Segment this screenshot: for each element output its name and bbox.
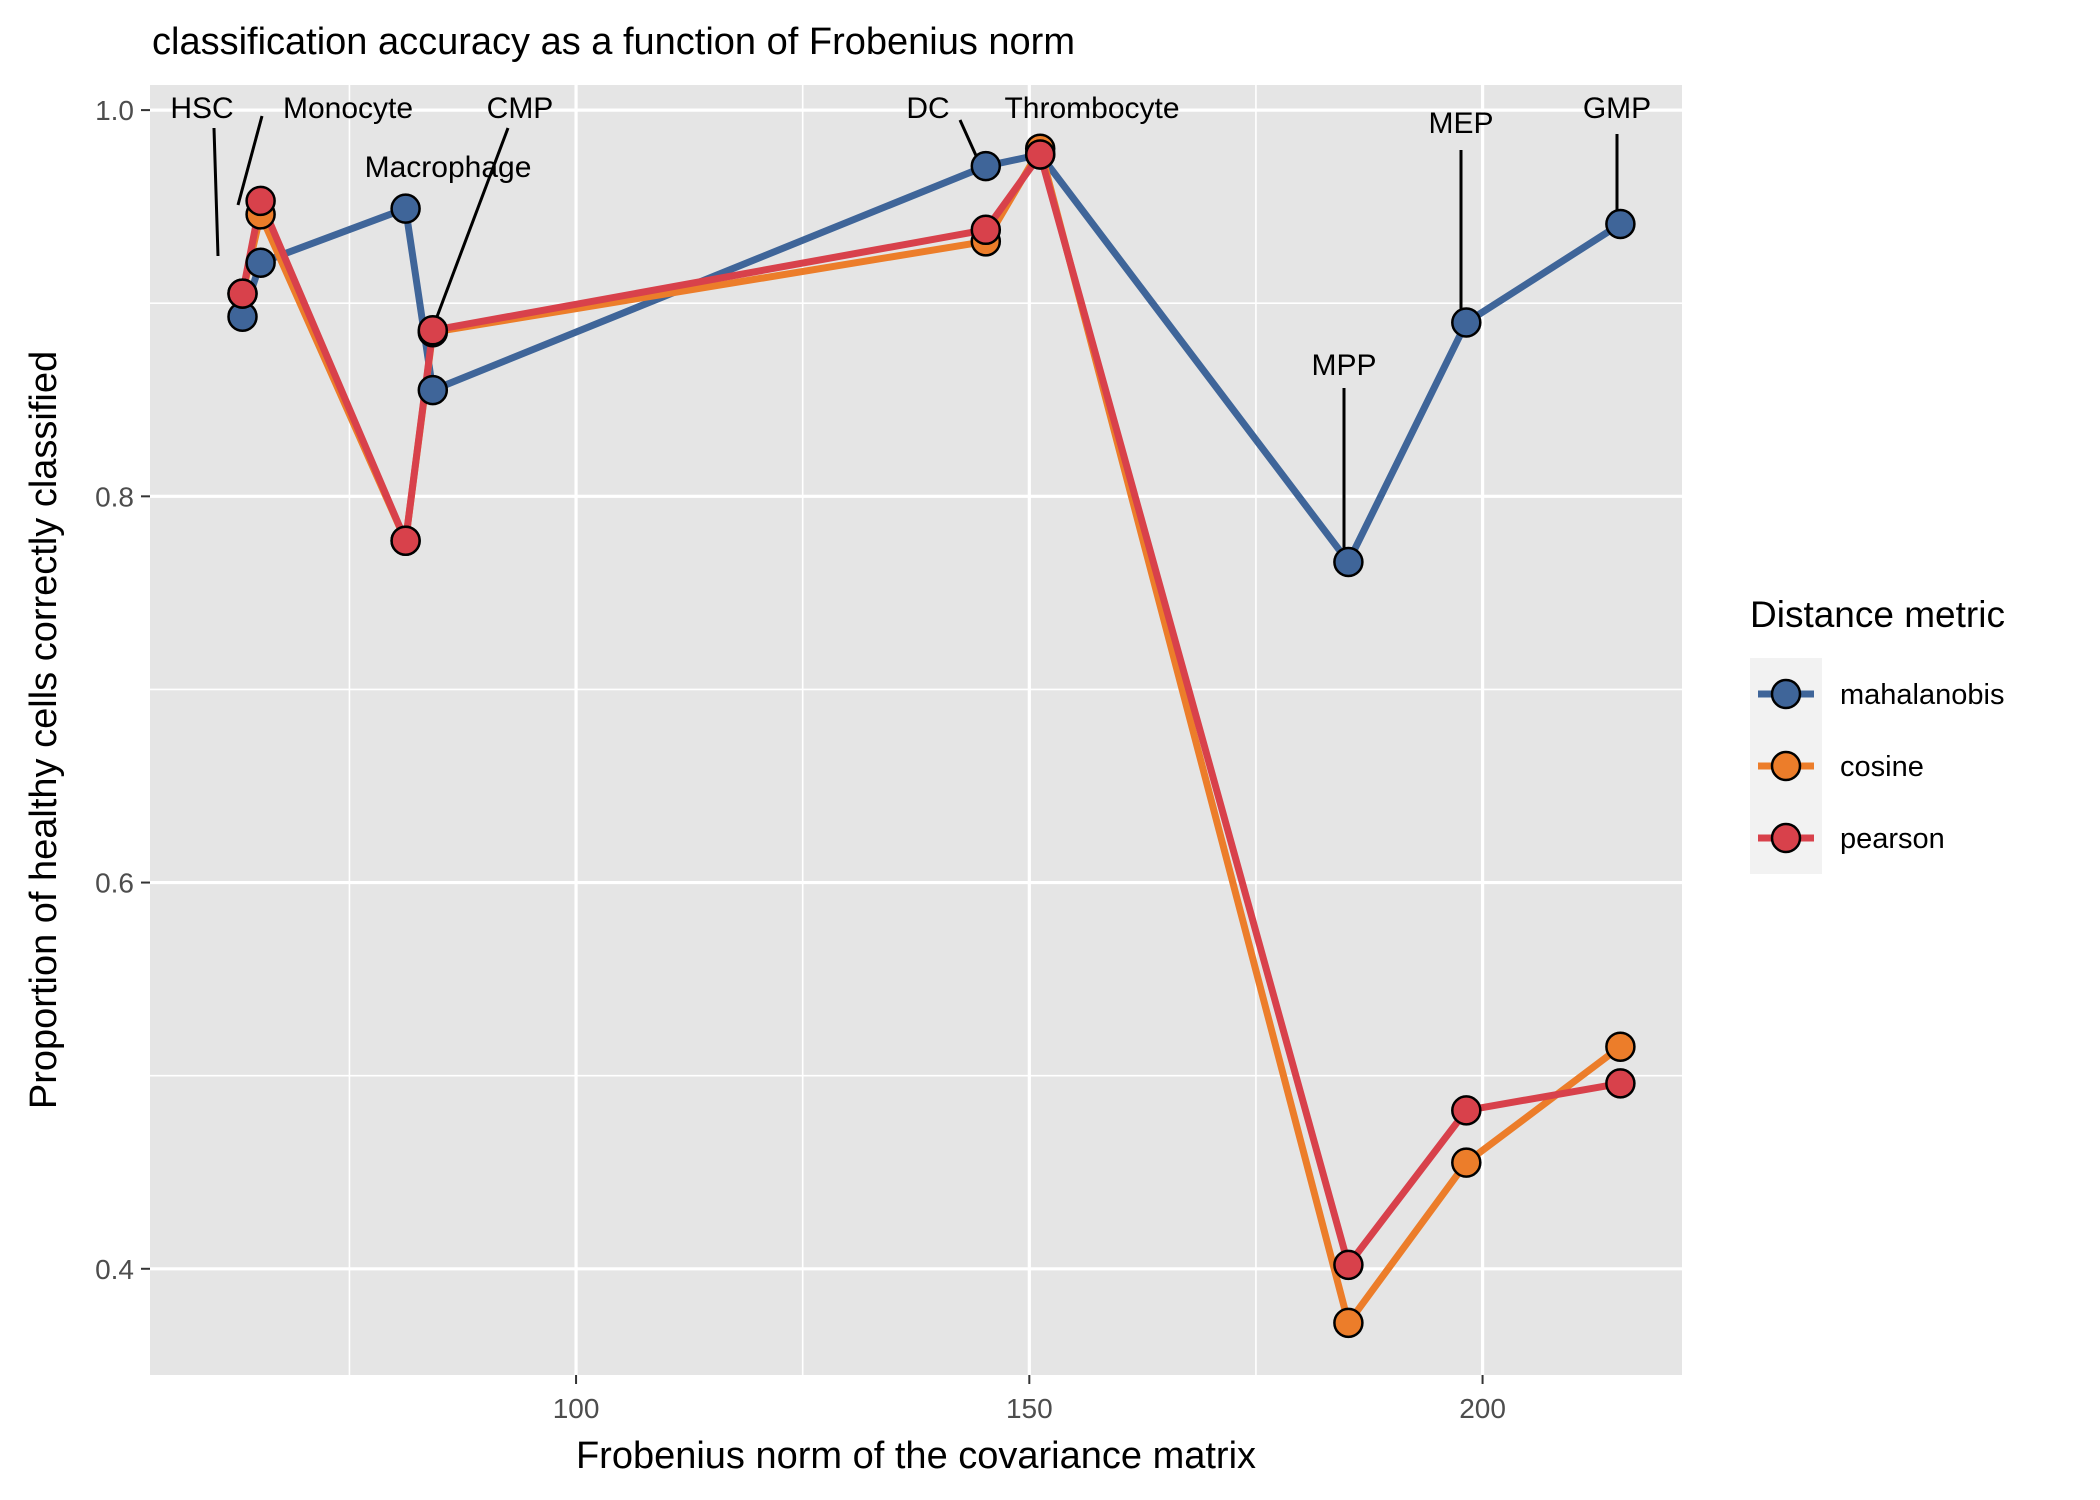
legend-swatch-point-mahalanobis xyxy=(1770,678,1802,710)
legend-title: Distance metric xyxy=(1750,594,2005,635)
x-axis: 100 150 200 xyxy=(553,1375,1506,1424)
annotation-hsc: HSC xyxy=(170,92,233,125)
annotation-thrombocyte: Thrombocyte xyxy=(1004,92,1179,125)
annotation-leader-lines xyxy=(212,115,1619,560)
annotation-line-dc xyxy=(958,119,980,161)
point-pearson xyxy=(1451,1095,1482,1126)
point-mahalanobis xyxy=(417,374,449,406)
y-tick-label: 0.4 xyxy=(95,1254,134,1285)
y-tick-label: 0.6 xyxy=(95,868,134,899)
series-points xyxy=(227,133,1636,1339)
chart-title: classification accuracy as a function of… xyxy=(152,21,1075,63)
point-pearson xyxy=(1605,1068,1636,1099)
annotation-gmp: GMP xyxy=(1583,92,1651,125)
legend-swatch-point-pearson xyxy=(1770,822,1802,854)
minor-gridlines xyxy=(150,85,1682,1375)
point-pearson xyxy=(390,525,421,556)
point-mahalanobis xyxy=(1333,546,1364,578)
point-cosine xyxy=(1333,1307,1364,1339)
annotation-mep: MEP xyxy=(1428,107,1493,140)
point-mahalanobis xyxy=(390,193,421,224)
point-pearson xyxy=(245,185,276,217)
legend: Distance metric mahalanobis cosine pearson xyxy=(1750,594,2005,874)
point-mahalanobis xyxy=(245,247,276,278)
point-cosine xyxy=(1605,1031,1636,1062)
legend-swatch-point-cosine xyxy=(1770,750,1802,782)
point-mahalanobis xyxy=(1605,208,1636,240)
annotation-monocyte: Monocyte xyxy=(283,92,413,125)
annotation-cmp: CMP xyxy=(487,92,554,125)
point-pearson xyxy=(1024,139,1056,170)
annotation-line-monocyte xyxy=(236,115,264,206)
legend-label-pearson: pearson xyxy=(1840,823,1945,855)
point-pearson xyxy=(970,214,1002,246)
point-cosine xyxy=(1451,1147,1482,1178)
annotation-labels: HSC Monocyte Macrophage CMP DC Thrombocyte MPP… xyxy=(170,92,1651,382)
point-mahalanobis xyxy=(970,150,1002,182)
x-tick-label: 100 xyxy=(553,1393,600,1424)
annotation-macrophage: Macrophage xyxy=(365,151,532,184)
major-gridlines xyxy=(150,85,1682,1375)
point-pearson xyxy=(1333,1249,1364,1281)
point-pearson xyxy=(417,315,449,346)
annotation-line-hsc xyxy=(212,127,220,257)
y-axis: 0.4 0.6 0.8 1.0 xyxy=(95,95,150,1285)
annotation-dc: DC xyxy=(906,92,949,125)
y-axis-title: Proportion of healthy cells correctly cl… xyxy=(23,351,65,1109)
y-tick-label: 0.8 xyxy=(95,481,134,512)
legend-label-cosine: cosine xyxy=(1840,751,1924,783)
annotation-line-cmp xyxy=(430,127,510,331)
x-tick-label: 150 xyxy=(1006,1393,1053,1424)
legend-label-mahalanobis: mahalanobis xyxy=(1840,679,2004,711)
y-tick-label: 1.0 xyxy=(95,95,134,126)
annotation-mpp: MPP xyxy=(1311,349,1376,382)
point-mahalanobis xyxy=(1451,307,1482,338)
x-axis-title: Frobenius norm of the covariance matrix xyxy=(576,1435,1256,1477)
x-tick-label: 200 xyxy=(1459,1393,1506,1424)
point-pearson xyxy=(227,278,258,309)
